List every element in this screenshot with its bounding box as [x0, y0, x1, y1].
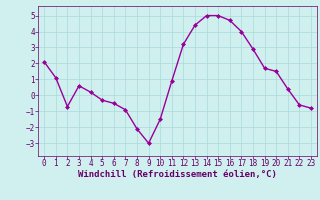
- X-axis label: Windchill (Refroidissement éolien,°C): Windchill (Refroidissement éolien,°C): [78, 170, 277, 179]
